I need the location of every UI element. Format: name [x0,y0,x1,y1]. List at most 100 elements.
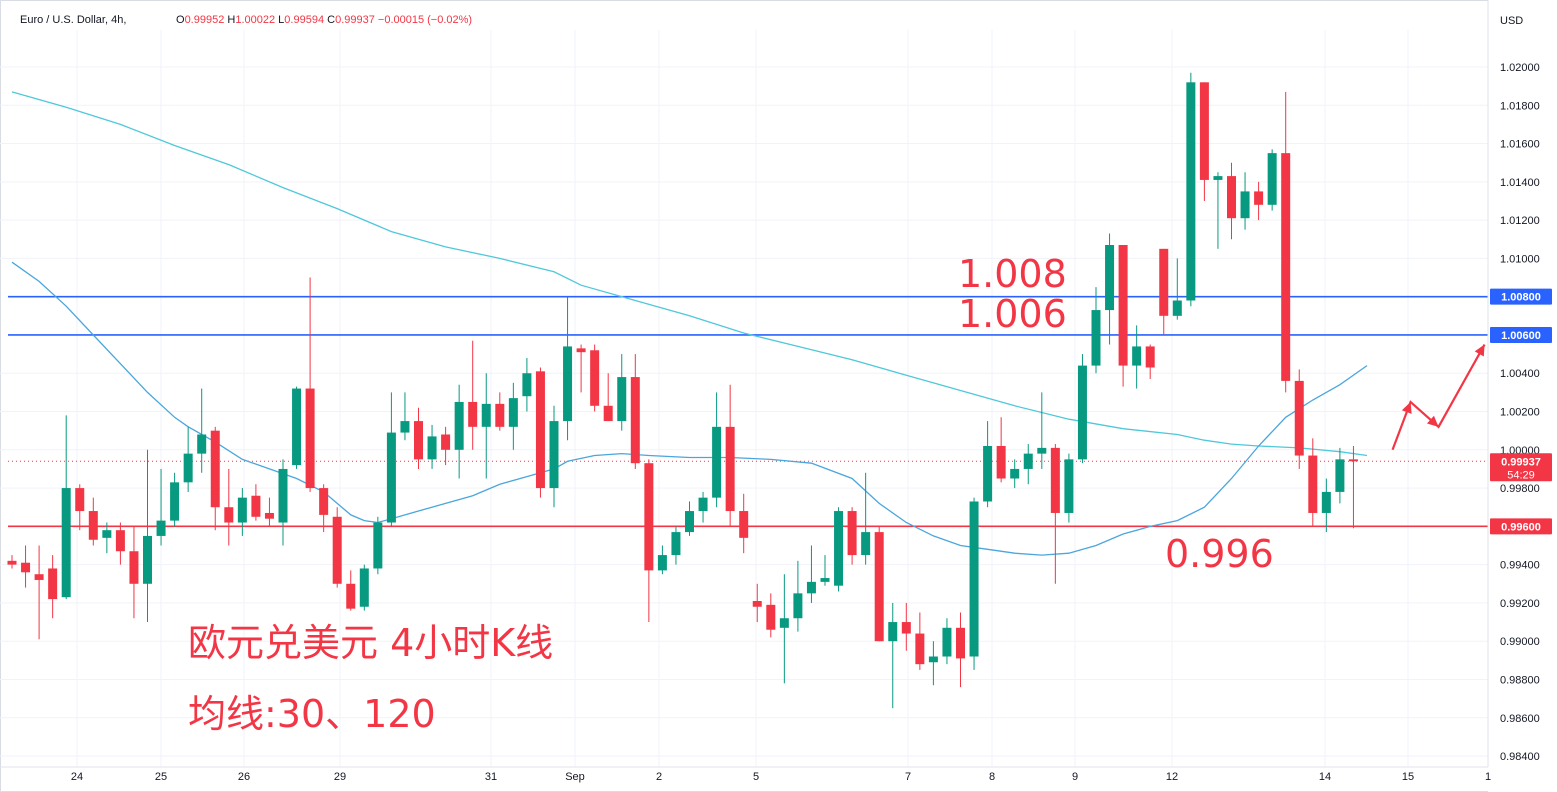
candle-body [712,426,722,498]
candle-body [359,568,369,607]
candle-body [21,562,31,573]
candle-body [454,401,464,450]
projection-arrows [1391,343,1486,451]
candle-body [1348,459,1358,462]
current-price-badge [1490,453,1552,482]
candle-body [847,511,857,556]
candle-body [685,511,694,533]
candle-body [983,445,993,502]
candle-body [1023,453,1033,469]
price-tick-label: 0.98400 [1500,751,1540,763]
candle-body [75,488,85,512]
candle-body [1254,191,1264,205]
projection-path [1391,343,1486,451]
ma30-line [11,261,1368,556]
candle-body [1037,447,1047,454]
candle-body [468,401,478,427]
candle-body [197,434,207,454]
candle-body [441,434,451,450]
low-label: L [278,14,285,26]
time-tick-label: 12 [1166,771,1178,783]
grid [0,30,1489,767]
candle-body [278,468,288,523]
high-value: 1.00022 [235,14,276,26]
candle-body [1199,82,1209,180]
candle-body [88,511,98,540]
currency-label: USD [1500,15,1523,27]
countdown-label: 54:29 [1507,469,1535,481]
candle-body [1240,191,1250,219]
price-tick-label: 1.01600 [1500,139,1540,151]
candle-body [1227,176,1236,219]
annotation-title: 欧元兑美元 4小时K线 [188,621,553,665]
candle-body [996,445,1006,479]
annotation-0996: 0.996 [1165,532,1274,576]
ohlc-readout: O0.99952 H1.00022 L0.99594 C0.99937 −0.0… [176,14,472,26]
candle-body [319,488,329,515]
time-tick-label: Sep [565,771,585,783]
candle-body [481,403,491,427]
time-tick-label: 15 [1402,771,1414,783]
candle-body [698,497,708,512]
candle-body [1077,365,1087,460]
time-tick-label: 9 [1072,771,1078,783]
price-level-badge [1490,518,1552,535]
price-tick-label: 0.98800 [1500,674,1540,686]
arrow-head [1474,344,1485,357]
close-value: 0.99937 [335,14,375,26]
candle-body [495,403,505,427]
candle-body [806,581,816,594]
candle-body [508,398,518,427]
candle-body [969,501,979,657]
time-tick-label: 7 [905,771,911,783]
low-value: 0.99594 [284,14,325,26]
open-label: O [176,14,185,26]
candle-body [671,532,681,556]
annotation-1008: 1.008 [958,252,1067,296]
price-tick-label: 0.98600 [1500,713,1540,725]
price-tick-label: 0.99800 [1500,483,1540,495]
ma120-line [11,91,1368,457]
candle-body [7,560,17,565]
price-axis[interactable]: 1.02000 1.01800 1.01600 1.01400 1.01200 1.010… [1487,0,1557,792]
candle-body [779,618,789,628]
price-tick-label: 1.00200 [1500,407,1540,419]
candle-body [576,348,586,353]
candle-body [766,604,776,630]
candle-body [48,568,58,600]
candle-body [603,405,613,422]
candle-body [1213,176,1223,180]
time-tick-label: 25 [155,771,167,783]
candle-body [183,453,193,483]
arrow-head [1427,415,1439,427]
price-level-badge-label: 0.99600 [1501,521,1541,533]
candle-body [901,622,911,634]
candle-body [400,421,410,433]
candle-body [1159,248,1169,316]
candle-body [34,574,44,580]
ma120-layer [11,91,1368,457]
candle-body [834,511,844,586]
candle-body [427,436,437,460]
price-tick-label: 1.01800 [1500,100,1540,112]
price-tick-label: 1.01000 [1500,253,1540,265]
candle-body [752,601,762,607]
candle-body [956,627,965,659]
price-tick-label: 1.01200 [1500,215,1540,227]
candle-body [332,516,342,584]
time-axis[interactable]: 24 25 26 29 31 Sep 2 5 7 8 9 12 14 15 1 [0,766,1491,783]
candle-body [1091,310,1101,366]
candle-body [1064,459,1074,513]
candle-body [1132,346,1142,366]
candle-body [1010,468,1020,479]
candle-body [143,535,152,584]
candle-body [1321,491,1331,513]
time-tick-label: 24 [71,771,83,783]
change-value: −0.00015 (−0.02%) [377,14,473,26]
price-level-badge-label: 1.00600 [1501,330,1541,342]
candle-body [346,583,356,609]
candle-body [170,482,180,521]
candle-body [657,555,667,571]
candle-body [549,421,559,489]
